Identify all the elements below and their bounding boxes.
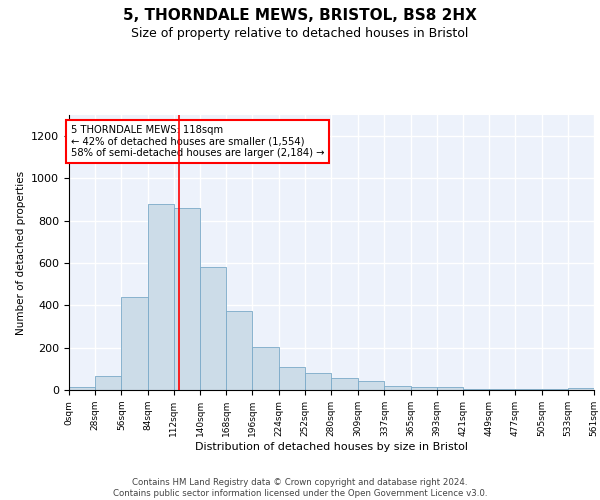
Text: Contains HM Land Registry data © Crown copyright and database right 2024.
Contai: Contains HM Land Registry data © Crown c… [113,478,487,498]
Bar [489,388,515,390]
Bar [437,387,463,390]
Bar [200,268,226,390]
Bar [69,388,95,390]
Bar [121,297,148,390]
Bar [95,376,121,390]
Text: 5, THORNDALE MEWS, BRISTOL, BS8 2HX: 5, THORNDALE MEWS, BRISTOL, BS8 2HX [123,8,477,22]
Text: Size of property relative to detached houses in Bristol: Size of property relative to detached ho… [131,28,469,40]
Text: 5 THORNDALE MEWS: 118sqm
← 42% of detached houses are smaller (1,554)
58% of sem: 5 THORNDALE MEWS: 118sqm ← 42% of detach… [71,124,325,158]
Bar [174,208,200,390]
Bar [331,378,358,390]
Bar [226,310,253,390]
Bar [542,389,568,390]
Bar [410,386,437,390]
Bar [385,386,410,390]
Y-axis label: Number of detached properties: Number of detached properties [16,170,26,334]
Bar [463,389,489,390]
Bar [568,388,594,390]
Bar [278,366,305,390]
Bar [253,346,278,390]
Bar [358,381,385,390]
Bar [148,204,174,390]
X-axis label: Distribution of detached houses by size in Bristol: Distribution of detached houses by size … [195,442,468,452]
Bar [305,373,331,390]
Bar [515,389,542,390]
